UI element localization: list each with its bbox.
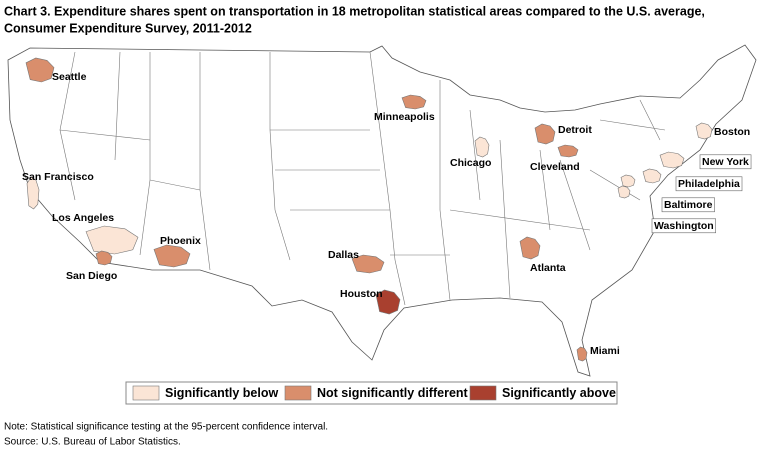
legend-label: Significantly below	[165, 386, 278, 400]
metro-label: Philadelphia	[678, 178, 740, 190]
metro-area	[375, 289, 401, 315]
label-box	[651, 218, 716, 234]
legend-label: Not significantly different	[317, 386, 469, 400]
metro-label: Chicago	[450, 157, 491, 169]
metro-area	[85, 225, 139, 255]
metro-area	[519, 236, 541, 260]
title-line: Chart 3. Expenditure shares spent on tra…	[4, 4, 705, 18]
metro-label: Minneapolis	[374, 111, 435, 123]
metro-area	[659, 151, 685, 169]
metro-label: Atlanta	[530, 262, 566, 274]
metro-label: San Francisco	[22, 171, 94, 183]
metro-area	[557, 144, 579, 158]
metro-area	[695, 122, 713, 140]
metro-label: Washington	[654, 220, 714, 232]
us-map	[7, 44, 757, 377]
state-lines	[59, 51, 666, 306]
metro-label: Houston	[340, 288, 383, 300]
metro-label: New York	[702, 156, 749, 168]
legend-swatch	[469, 385, 497, 401]
label-box	[699, 154, 752, 170]
metro-area	[26, 176, 40, 210]
metro-area	[95, 250, 113, 266]
metro-label: Phoenix	[160, 235, 201, 247]
metro-area	[153, 244, 191, 268]
note: Note: Statistical significance testing a…	[4, 422, 328, 433]
metro-label: San Diego	[66, 270, 117, 282]
metro-area	[401, 94, 427, 110]
metro-label: Seattle	[52, 71, 87, 83]
metro-label: Detroit	[558, 124, 592, 136]
metro-label: Los Angeles	[52, 212, 114, 224]
source: Source: U.S. Bureau of Labor Statistics.	[4, 437, 181, 448]
us-outline	[7, 44, 757, 377]
legend-swatch	[132, 385, 160, 401]
metro-area	[474, 136, 490, 158]
legend-label: Significantly above	[502, 386, 616, 400]
legend: Significantly below Not significantly dif…	[132, 385, 616, 401]
label-box	[661, 197, 715, 213]
metro-area	[576, 346, 588, 362]
legend-swatch	[284, 385, 312, 401]
metro-area	[620, 174, 636, 188]
metro-area	[617, 185, 631, 199]
title-line: Consumer Expenditure Survey, 2011-2012	[4, 21, 252, 35]
metro-area	[351, 254, 385, 274]
metro-labels: Seattle San Francisco Los Angeles San Diego…	[22, 71, 752, 357]
metro-label: Boston	[714, 126, 750, 138]
metro-area	[642, 168, 662, 184]
metro-area	[534, 123, 556, 145]
metro-label: Dallas	[328, 249, 359, 261]
metro-label: Miami	[590, 345, 620, 357]
metro-areas	[25, 57, 713, 362]
metro-label: Baltimore	[664, 199, 713, 211]
label-box	[675, 176, 743, 192]
metro-label: Cleveland	[530, 161, 580, 173]
metro-area	[25, 57, 55, 83]
